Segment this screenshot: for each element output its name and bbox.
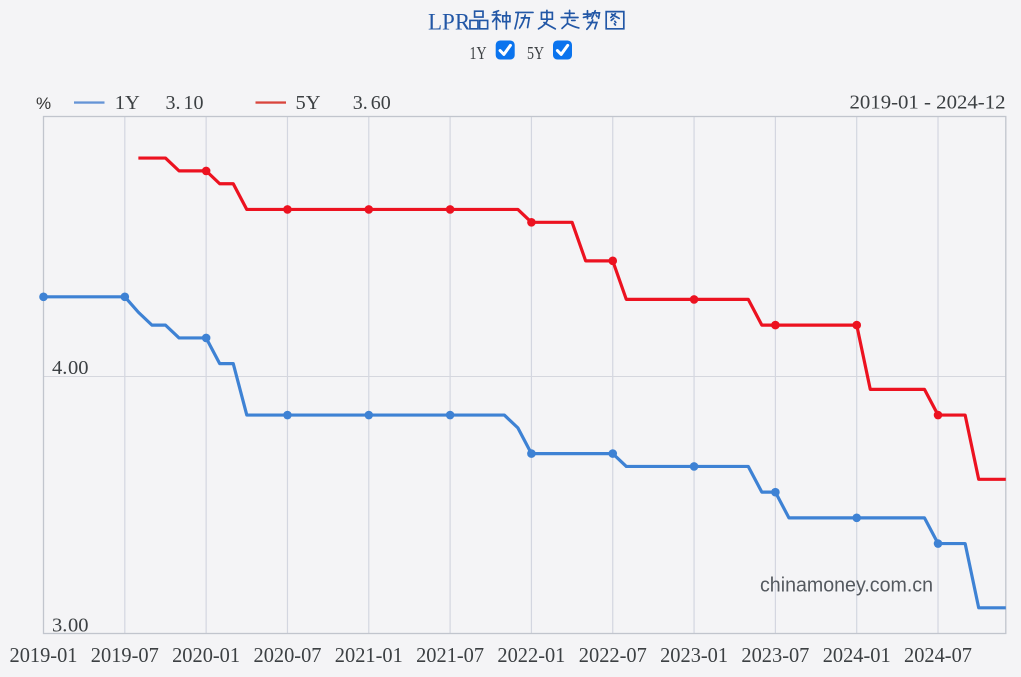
svg-text:1Y: 1Y [115, 92, 140, 114]
svg-text:2022-01: 2022-01 [497, 643, 565, 667]
svg-text:3.: 3. [52, 615, 67, 637]
svg-text:2023-01: 2023-01 [660, 643, 728, 667]
svg-text:2021-07: 2021-07 [416, 643, 484, 667]
svg-text:10: 10 [184, 92, 204, 114]
svg-text:chinamoney.com.cn: chinamoney.com.cn [760, 574, 933, 597]
svg-text:2019-01: 2019-01 [10, 643, 78, 667]
svg-text:2024-01: 2024-01 [823, 643, 891, 667]
svg-text:00: 00 [68, 357, 89, 379]
svg-text:5Y: 5Y [527, 43, 544, 63]
svg-text:2019-01 - 2024-12: 2019-01 - 2024-12 [850, 92, 1006, 114]
svg-text:3.: 3. [166, 92, 181, 114]
svg-text:00: 00 [68, 615, 89, 637]
svg-text:2020-01: 2020-01 [172, 643, 240, 667]
svg-text:5Y: 5Y [296, 92, 321, 114]
svg-text:2023-07: 2023-07 [741, 643, 809, 667]
svg-text:2022-07: 2022-07 [579, 643, 647, 667]
svg-text:%: % [36, 94, 51, 113]
svg-text:60: 60 [371, 92, 391, 114]
svg-text:LPR: LPR [428, 10, 471, 35]
svg-text:3.: 3. [353, 92, 368, 114]
svg-text:1Y: 1Y [470, 43, 487, 63]
svg-text:2020-07: 2020-07 [254, 643, 322, 667]
svg-text:4.: 4. [52, 357, 67, 379]
svg-text:2024-07: 2024-07 [904, 643, 972, 667]
svg-text:2021-01: 2021-01 [335, 643, 403, 667]
svg-text:2019-07: 2019-07 [91, 643, 159, 667]
